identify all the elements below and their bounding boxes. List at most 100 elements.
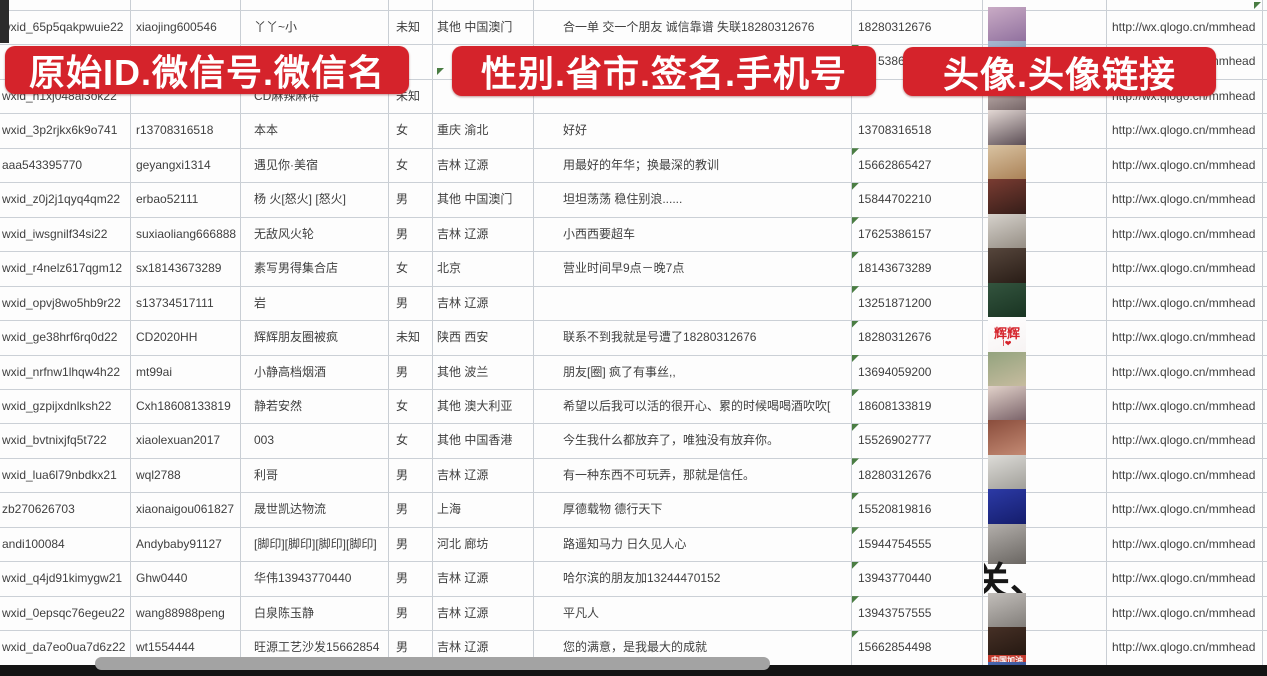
cell-signature[interactable]: 坦坦荡荡 稳住别浪...... [563,192,683,207]
cell-wxid[interactable]: wxid_lua6l79nbdkx21 [2,467,117,482]
cell-wxid[interactable]: wxid_nrfnw1lhqw4h22 [2,364,121,379]
cell-url[interactable]: http://wx.qlogo.cn/mmhead [1112,157,1256,172]
cell-name[interactable]: 旺源工艺沙发15662854 [254,640,380,655]
cell-signature[interactable]: 营业时间早9点－晚7点 [563,261,685,276]
cell-wxid[interactable]: wxid_bvtnixjfq5t722 [2,433,107,448]
cell-region[interactable]: 陕西 西安 [437,330,489,345]
cell-signature[interactable]: 您的满意，是我最大的成就 [563,640,708,655]
cell-gender[interactable]: 男 [396,295,409,310]
cell-gender[interactable]: 男 [396,467,409,482]
cell-phone[interactable]: 18608133819 [858,398,932,413]
cell-name[interactable]: 素写男得集合店 [254,261,339,276]
cell-wechat_id[interactable]: mt99ai [136,364,173,379]
cell-phone[interactable]: 13943770440 [858,571,932,586]
cell-region[interactable]: 其他 中国澳门 [437,192,513,207]
cell-wxid[interactable]: wxid_65p5qakpwuie22 [2,20,124,34]
cell-gender[interactable]: 男 [396,536,409,551]
avatar-image[interactable] [988,282,1026,323]
avatar-image[interactable] [988,144,1026,185]
cell-url[interactable]: http://wx.qlogo.cn/mmhead [1112,640,1256,655]
cell-wxid[interactable]: wxid_3p2rjkx6k9o741 [2,123,118,138]
avatar-image[interactable] [988,489,1026,530]
cell-gender[interactable]: 男 [396,364,409,379]
cell-wechat_id[interactable]: r13708316518 [136,123,214,138]
cell-phone[interactable]: 15662854498 [858,640,932,655]
cell-wxid[interactable]: wxid_r4nelz617qgm12 [2,261,123,276]
cell-name[interactable]: 无敌风火轮 [254,226,315,241]
cell-url[interactable]: http://wx.qlogo.cn/mmhead [1112,502,1256,517]
cell-name[interactable]: 本本 [254,123,279,138]
cell-wxid[interactable]: andi100084 [2,536,65,551]
cell-phone[interactable]: 17625386157 [858,226,932,241]
cell-url[interactable]: http://wx.qlogo.cn/mmhead [1112,605,1256,620]
cell-region[interactable]: 吉林 辽源 [437,605,489,620]
cell-name[interactable]: 岩 [254,295,267,310]
cell-name[interactable]: [脚印][脚印][脚印][脚印] [254,536,377,551]
cell-wechat_id[interactable]: Cxh18608133819 [136,398,231,413]
cell-name[interactable]: 静若安然 [254,398,303,413]
cell-gender[interactable]: 未知 [396,20,421,34]
cell-wechat_id[interactable]: wang88988peng [136,605,225,620]
cell-region[interactable]: 重庆 渝北 [437,123,489,138]
cell-name[interactable]: 003 [254,433,275,448]
cell-url[interactable]: http://wx.qlogo.cn/mmhead [1112,123,1256,138]
cell-phone[interactable]: 18143673289 [858,261,932,276]
cell-wechat_id[interactable]: xiaonaigou061827 [136,502,235,517]
cell-signature[interactable]: 联系不到我就是号遭了18280312676 [563,330,757,345]
cell-wechat_id[interactable]: s13734517111 [136,295,214,310]
avatar-image[interactable] [988,385,1026,426]
cell-gender[interactable]: 男 [396,192,409,207]
cell-name[interactable]: 白泉陈玉静 [254,605,315,620]
horizontal-scrollbar-thumb[interactable] [95,657,770,670]
cell-name[interactable]: 华伟13943770440 [254,571,352,586]
avatar-image[interactable] [988,213,1026,254]
cell-url[interactable]: http://wx.qlogo.cn/mmhead [1112,330,1256,345]
cell-gender[interactable]: 女 [396,261,409,276]
cell-wxid[interactable]: zb270626703 [2,502,75,517]
cell-name[interactable]: 晟世凯达物流 [254,502,327,517]
cell-url[interactable]: http://wx.qlogo.cn/mmhead [1112,226,1256,241]
cell-name[interactable]: 杨 火[怒火] [怒火] [254,192,347,207]
cell-name[interactable]: 利哥 [254,467,279,482]
cell-signature[interactable]: 平凡人 [563,605,600,620]
cell-signature[interactable]: 朋友[圈] 疯了有事丝,, [563,364,676,379]
cell-region[interactable]: 吉林 辽源 [437,640,489,655]
cell-gender[interactable]: 女 [396,433,409,448]
cell-wxid[interactable]: wxid_q4jd91kimygw21 [2,571,123,586]
cell-wxid[interactable]: wxid_gzpijxdnlksh22 [2,398,112,413]
cell-signature[interactable]: 合一单 交一个朋友 诚信靠谱 失联18280312676 [563,20,815,34]
cell-url[interactable]: http://wx.qlogo.cn/mmhead [1112,467,1256,482]
cell-url[interactable]: http://wx.qlogo.cn/mmhead [1112,192,1256,207]
cell-region[interactable]: 河北 廊坊 [437,536,489,551]
cell-wxid[interactable]: wxid_da7eo0ua7d6z22 [2,640,126,655]
cell-signature[interactable]: 有一种东西不可玩弄，那就是信任。 [563,467,756,482]
cell-wxid[interactable]: wxid_ge38hrf6rq0d22 [2,330,118,345]
cell-wechat_id[interactable]: Ghw0440 [136,571,188,586]
avatar-image[interactable] [988,420,1026,461]
cell-signature[interactable]: 今生我什么都放弃了，唯独没有放弃你。 [563,433,780,448]
cell-url[interactable]: http://wx.qlogo.cn/mmhead [1112,20,1256,34]
cell-wxid[interactable]: aaa543395770 [2,157,83,172]
cell-phone[interactable]: 15844702210 [858,192,932,207]
hidden-row-phone-fragment[interactable]: 5386 [878,54,905,68]
cell-phone[interactable]: 18280312676 [858,330,932,345]
cell-gender[interactable]: 女 [396,157,409,172]
cell-url[interactable]: http://wx.qlogo.cn/mmhead [1112,398,1256,413]
cell-wxid[interactable]: wxid_iwsgnilf34si22 [2,226,108,241]
cell-signature[interactable]: 用最好的年华；换最深的教训 [563,157,720,172]
cell-signature[interactable]: 好好 [563,123,588,138]
cell-wechat_id[interactable]: xiaolexuan2017 [136,433,221,448]
cell-phone[interactable]: 18280312676 [858,467,932,482]
cell-phone[interactable]: 15520819816 [858,502,932,517]
cell-gender[interactable]: 男 [396,226,409,241]
cell-phone[interactable]: 13251871200 [858,295,932,310]
cell-gender[interactable]: 男 [396,502,409,517]
cell-region[interactable]: 吉林 辽源 [437,467,489,482]
cell-gender[interactable]: 女 [396,398,409,413]
avatar-image[interactable] [988,592,1026,633]
cell-gender[interactable]: 男 [396,571,409,586]
cell-wxid[interactable]: wxid_0epsqc76egeu22 [2,605,125,620]
avatar-image[interactable]: 辉辉 I❤ [988,317,1026,358]
cell-gender[interactable]: 男 [396,640,409,655]
cell-url[interactable]: http://wx.qlogo.cn/mmhead [1112,295,1256,310]
